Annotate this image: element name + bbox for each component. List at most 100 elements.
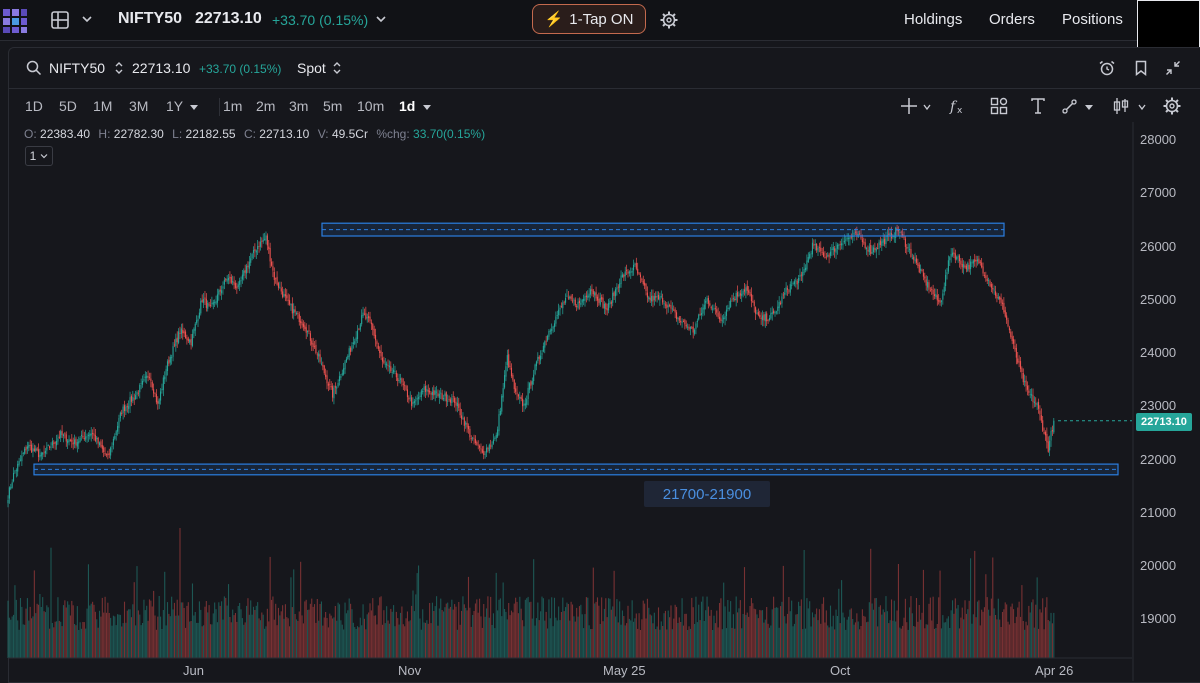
volume-bar (946, 618, 948, 658)
type-updown-icon[interactable] (332, 60, 342, 76)
candle-body (710, 306, 712, 309)
volume-bar (614, 616, 617, 658)
volume-bar (602, 621, 604, 658)
range-more-icon[interactable] (189, 102, 199, 112)
symbol-dropdown-icon[interactable] (374, 12, 388, 26)
chart-symbol[interactable]: NIFTY50 (49, 60, 106, 76)
nav-holdings[interactable]: Holdings (904, 11, 963, 28)
volume-bar (44, 612, 46, 658)
range-1y[interactable]: 1Y (166, 98, 184, 114)
interval-more-icon[interactable] (422, 102, 432, 112)
range-1d[interactable]: 1D (25, 98, 43, 114)
one-tap-settings-icon[interactable] (659, 10, 679, 30)
volume-bar (616, 599, 618, 658)
interval-2m[interactable]: 2m (256, 98, 276, 114)
volume-bar (757, 618, 759, 658)
volume-bar (282, 605, 284, 658)
layout-grid-icon[interactable] (50, 10, 70, 30)
volume-bar (80, 628, 83, 658)
nav-orders[interactable]: Orders (989, 11, 1035, 28)
volume-bar (670, 605, 672, 658)
candle-body (859, 233, 861, 235)
candle-body (14, 471, 16, 473)
range-1m[interactable]: 1M (93, 98, 113, 114)
alarm-icon[interactable] (1098, 59, 1116, 77)
candle-body (223, 279, 225, 285)
support-zone-label[interactable]: 21700-21900 (644, 481, 770, 507)
volume-bar (935, 628, 937, 658)
volume-bar (839, 623, 841, 658)
candle-body (178, 331, 180, 343)
volume-bar (936, 624, 938, 658)
candle-body (881, 241, 883, 246)
interval-10m[interactable]: 10m (357, 98, 385, 114)
candle-body (442, 398, 445, 400)
topbar-symbol[interactable]: NIFTY50 (118, 10, 183, 27)
instrument-type[interactable]: Spot (297, 60, 326, 76)
candle-body (350, 347, 352, 352)
candle-body (386, 363, 388, 366)
indicator-selector[interactable]: 1 (25, 146, 53, 166)
candle-type-icon[interactable] (1111, 96, 1131, 116)
candle-body (761, 315, 764, 321)
x-tick: Nov (398, 663, 422, 678)
app-logo-icon[interactable] (2, 6, 28, 34)
volume-bar (1039, 609, 1041, 658)
candle-type-more-icon[interactable] (1137, 102, 1147, 112)
drawing-more-icon[interactable] (1084, 102, 1094, 112)
candle-body (415, 400, 417, 402)
chevron-down-icon[interactable] (80, 12, 94, 26)
volume-bar (652, 623, 654, 658)
volume-bar (705, 610, 707, 658)
volume-bar (825, 610, 827, 658)
volume-bar (243, 624, 245, 658)
range-5d[interactable]: 5D (59, 98, 77, 114)
candle-body (804, 267, 807, 270)
candle-body (234, 283, 237, 288)
candle-body (96, 437, 98, 440)
volume-bar (877, 626, 879, 658)
candle-body (635, 263, 637, 269)
volume-bar (639, 630, 642, 658)
symbol-updown-icon[interactable] (114, 60, 124, 76)
candle-body (209, 304, 212, 306)
candle-body (226, 278, 228, 282)
crosshair-more-icon[interactable] (922, 102, 932, 112)
candle-body (490, 445, 492, 447)
templates-icon[interactable] (989, 96, 1009, 116)
volume-bar (949, 628, 951, 658)
volume-bar (827, 625, 829, 658)
range-3m[interactable]: 3M (129, 98, 149, 114)
bookmark-icon[interactable] (1132, 59, 1150, 77)
candle-body (295, 313, 298, 315)
candle-body (318, 353, 320, 357)
volume-bar (476, 599, 478, 658)
volume-bar (947, 616, 949, 658)
volume-bar (714, 623, 716, 658)
candle-body (125, 406, 127, 412)
crosshair-icon[interactable] (899, 96, 919, 116)
collapse-icon[interactable] (1164, 59, 1182, 77)
candle-body (985, 275, 987, 279)
volume-bar (343, 629, 345, 658)
volume-bar (191, 583, 194, 658)
volume-bar (545, 611, 547, 658)
one-tap-button[interactable]: ⚡ 1-Tap ON (532, 4, 646, 34)
interval-3m[interactable]: 3m (289, 98, 309, 114)
interval-5m[interactable]: 5m (323, 98, 343, 114)
drawing-tools-icon[interactable] (1060, 96, 1080, 116)
volume-bar (28, 620, 30, 658)
chart-settings-icon[interactable] (1162, 96, 1182, 116)
volume-bar (293, 569, 295, 658)
search-icon[interactable] (26, 60, 42, 76)
candle-body (727, 307, 729, 309)
candle-body (549, 330, 551, 332)
text-tool-icon[interactable] (1028, 96, 1048, 116)
nav-positions[interactable]: Positions (1062, 11, 1123, 28)
interval-1d[interactable]: 1d (399, 98, 416, 114)
volume-bar (101, 597, 103, 658)
interval-1m[interactable]: 1m (223, 98, 243, 114)
function-icon[interactable]: f x (948, 96, 968, 116)
volume-bar (86, 608, 88, 658)
